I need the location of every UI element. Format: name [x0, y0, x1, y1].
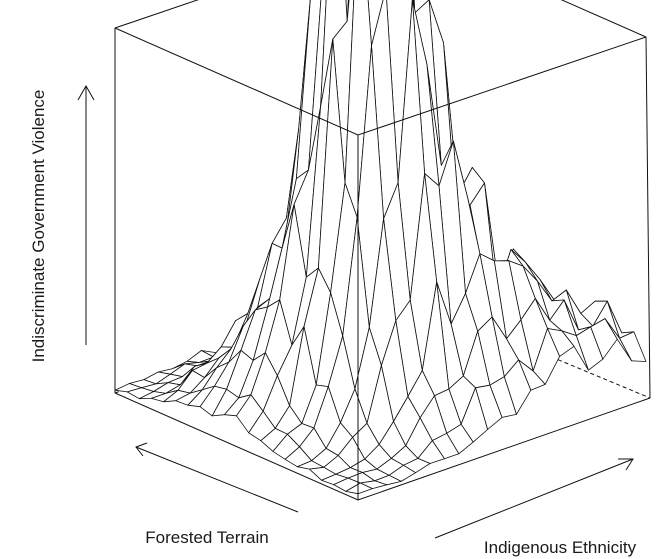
- surface-facet: [367, 0, 384, 47]
- z-axis-arrowhead: [77, 84, 95, 101]
- x-axis-label: Forested Terrain: [145, 528, 268, 547]
- y-axis-arrow: [434, 458, 634, 539]
- box-edge-top-front: [114, 27, 647, 136]
- box-edge-base-front: [114, 392, 651, 501]
- x-axis-arrowhead: [135, 442, 148, 457]
- y-axis-arrowhead: [618, 458, 634, 471]
- surface-mesh: [114, 0, 647, 495]
- axis-arrows: [77, 84, 634, 539]
- box-edge-top-back: [114, 0, 647, 38]
- box-edge-right: [645, 36, 651, 399]
- z-axis-label: Indiscriminate Government Violence: [29, 90, 48, 363]
- plot-box-front: [114, 27, 651, 501]
- x-axis-arrow: [135, 446, 299, 513]
- y-axis-label: Indigenous Ethnicity: [484, 538, 637, 557]
- surface-facet: [345, 482, 373, 495]
